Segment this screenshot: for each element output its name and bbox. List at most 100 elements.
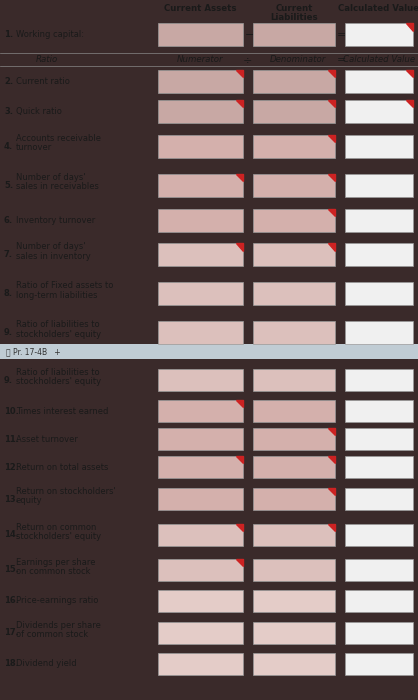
Text: Liabilities: Liabilities (270, 13, 318, 22)
Bar (253, 209, 335, 232)
Text: Ratio of liabilities to: Ratio of liabilities to (16, 368, 99, 377)
Text: 6.: 6. (4, 216, 13, 225)
Bar (253, 174, 335, 197)
Polygon shape (406, 100, 413, 107)
Bar (158, 369, 243, 391)
Text: Number of days': Number of days' (16, 242, 86, 251)
Bar (158, 23, 243, 46)
Text: 9.: 9. (4, 328, 13, 337)
Text: stockholders' equity: stockholders' equity (16, 330, 101, 339)
Text: 10.: 10. (4, 407, 19, 416)
Polygon shape (328, 174, 335, 181)
Text: =: = (337, 30, 347, 40)
Bar (253, 244, 335, 267)
Bar (345, 23, 413, 46)
Bar (345, 135, 413, 158)
Bar (253, 653, 335, 675)
Bar (345, 174, 413, 197)
Bar (253, 622, 335, 644)
Text: Accounts receivable: Accounts receivable (16, 134, 101, 143)
Bar (253, 524, 335, 545)
Bar (345, 489, 413, 510)
Text: Ratio of liabilities to: Ratio of liabilities to (16, 320, 99, 329)
Bar (345, 69, 413, 92)
Bar (345, 321, 413, 344)
Text: 5.: 5. (4, 181, 13, 190)
Bar (345, 622, 413, 644)
Bar (158, 524, 243, 545)
Bar (158, 321, 243, 344)
Text: =: = (337, 55, 347, 65)
Bar (253, 589, 335, 612)
Text: 11.: 11. (4, 435, 19, 444)
Bar (253, 321, 335, 344)
Text: ÷: ÷ (242, 55, 252, 65)
Bar (158, 489, 243, 510)
Text: of common stock: of common stock (16, 630, 88, 639)
Bar (345, 524, 413, 545)
Polygon shape (328, 69, 335, 77)
Bar (158, 622, 243, 644)
Bar (345, 369, 413, 391)
Text: sales in inventory: sales in inventory (16, 252, 91, 260)
Bar (345, 244, 413, 267)
Polygon shape (328, 456, 335, 463)
Bar (158, 456, 243, 478)
Bar (253, 69, 335, 92)
Text: Calculated Value: Calculated Value (343, 55, 415, 64)
Bar (158, 589, 243, 612)
Polygon shape (328, 524, 335, 531)
Text: Dividend yield: Dividend yield (16, 659, 76, 668)
Text: Times interest earned: Times interest earned (16, 407, 108, 416)
Bar (253, 282, 335, 305)
Text: Numerator: Numerator (177, 55, 224, 64)
Bar (345, 282, 413, 305)
Text: Dividends per share: Dividends per share (16, 621, 101, 630)
Bar (158, 69, 243, 92)
Text: 17.: 17. (4, 629, 19, 637)
Text: long-term liabilities: long-term liabilities (16, 290, 97, 300)
Polygon shape (328, 244, 335, 251)
Bar (345, 589, 413, 612)
Text: Current ratio: Current ratio (16, 76, 70, 85)
Text: Denominator: Denominator (270, 55, 326, 64)
Polygon shape (236, 100, 243, 107)
Text: −: − (245, 30, 255, 40)
Polygon shape (236, 174, 243, 181)
Text: turnover: turnover (16, 144, 52, 152)
Text: stockholders' equity: stockholders' equity (16, 377, 101, 386)
Text: 15.: 15. (4, 565, 19, 574)
Text: Ratio: Ratio (36, 55, 58, 64)
Bar (158, 100, 243, 123)
Bar (253, 100, 335, 123)
Text: Number of days': Number of days' (16, 173, 86, 182)
Polygon shape (328, 209, 335, 216)
Bar (158, 428, 243, 450)
Bar (253, 456, 335, 478)
Bar (253, 135, 335, 158)
Text: 3.: 3. (4, 107, 13, 116)
Text: 9.: 9. (4, 376, 13, 385)
Text: on common stock: on common stock (16, 566, 91, 575)
Polygon shape (328, 135, 335, 142)
Polygon shape (236, 244, 243, 251)
Text: 🔒 Pr. 17-4B   +: 🔒 Pr. 17-4B + (6, 347, 61, 356)
Polygon shape (328, 489, 335, 496)
Text: Quick ratio: Quick ratio (16, 107, 62, 116)
Bar (158, 209, 243, 232)
Bar (158, 559, 243, 581)
Text: Return on common: Return on common (16, 522, 97, 531)
Text: 4.: 4. (4, 142, 13, 151)
Bar (253, 369, 335, 391)
Text: Return on stockholders': Return on stockholders' (16, 487, 116, 496)
Bar (158, 135, 243, 158)
Text: 14.: 14. (4, 530, 19, 539)
Polygon shape (406, 23, 413, 31)
Bar (345, 559, 413, 581)
Text: Inventory turnover: Inventory turnover (16, 216, 95, 225)
Polygon shape (236, 400, 243, 407)
Bar (158, 244, 243, 267)
Polygon shape (406, 69, 413, 77)
Text: Current Assets: Current Assets (164, 4, 237, 13)
Text: 12.: 12. (4, 463, 19, 472)
